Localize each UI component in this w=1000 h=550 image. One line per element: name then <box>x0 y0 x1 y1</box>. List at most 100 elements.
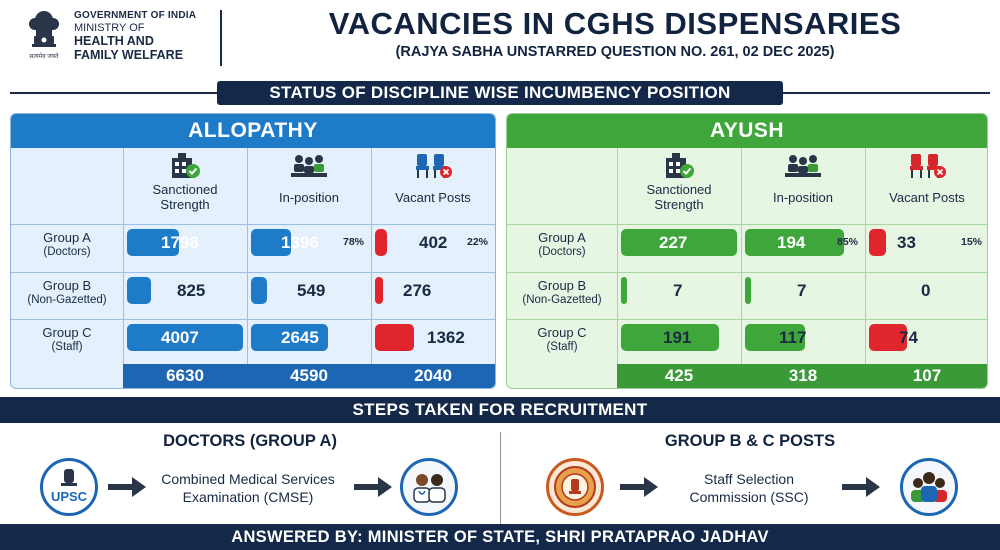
allopathy-grid: Sanctioned Strength In-position Vacant P… <box>11 148 495 388</box>
bar-cell-vacant: 1362 <box>375 324 491 351</box>
bar-fill <box>745 229 844 256</box>
staff-at-desk-icon <box>291 155 327 177</box>
row-label-group-a: Group A (Doctors) <box>507 230 617 260</box>
ayush-title: AYUSH <box>507 114 987 148</box>
column-header-vacant: Vacant Posts <box>865 152 987 222</box>
footer-answered-by: ANSWERED BY: MINISTER OF STATE, SHRI PRA… <box>0 524 1000 550</box>
groupbc-step-title: GROUP B & C POSTS <box>664 432 836 450</box>
bar-cell-sanctioned: 4007 <box>127 324 243 351</box>
upsc-emblem-graphic: UPSC <box>51 469 88 504</box>
ministry-line-1: GOVERNMENT OF INDIA <box>74 10 197 21</box>
divider <box>617 148 618 388</box>
vacant-label: Vacant Posts <box>889 190 965 205</box>
column-header-in-position: In-position <box>247 152 371 222</box>
bar-cell-in-position: 1396 78% <box>251 229 367 256</box>
bar-value: 1396 <box>281 233 319 252</box>
row-label-main: Group C <box>42 325 92 340</box>
bar-cell-sanctioned: 191 <box>621 324 737 351</box>
bar-fill <box>375 277 383 304</box>
row-label-main: Group A <box>538 230 586 245</box>
bar-fill <box>869 229 886 256</box>
bar-value: 549 <box>297 281 326 300</box>
bar-value: 191 <box>663 328 692 347</box>
divider <box>11 224 495 225</box>
sanctioned-label-1: Sanctioned <box>646 182 712 197</box>
ssc-line-1: Staff Selection <box>703 471 795 487</box>
bar-fill <box>621 229 737 256</box>
bar-percent: 85% <box>836 236 858 248</box>
bar-cell-in-position: 117 <box>745 324 861 351</box>
recruitment-banner: STEPS TAKEN FOR RECRUITMENT <box>0 397 1000 423</box>
divider <box>507 319 987 320</box>
ayush-totals-row: 425 318 107 <box>617 364 987 388</box>
ssc-logo-graphic <box>554 466 596 508</box>
bar-cell-vacant: 74 <box>869 324 985 351</box>
bar-fill <box>745 324 805 351</box>
bar-value: 276 <box>403 281 432 300</box>
arrow-right-icon <box>354 477 392 497</box>
allopathy-panel: ALLOPATHY Sanctioned Strength <box>10 113 496 389</box>
bar-value: 227 <box>659 233 688 252</box>
bar-value: 825 <box>177 281 206 300</box>
arrow-right-icon <box>842 477 880 497</box>
doctors-step-title: DOCTORS (GROUP A) <box>163 432 337 450</box>
bar-fill <box>869 324 907 351</box>
total-in-position: 4590 <box>290 366 328 385</box>
row-label-group-c: Group C (Staff) <box>11 325 123 355</box>
total-sanctioned: 6630 <box>166 366 204 385</box>
empty-chairs-icon <box>910 154 946 178</box>
hospital-check-icon <box>666 153 694 178</box>
page-title: VACANCIES IN CGHS DISPENSARIES <box>328 6 902 41</box>
staff-group-graphic <box>911 472 947 502</box>
divider <box>865 148 866 388</box>
column-header-sanctioned: Sanctioned Strength <box>617 152 741 222</box>
divider <box>741 148 742 388</box>
vacant-label: Vacant Posts <box>395 190 471 205</box>
bar-value: 33 <box>897 233 916 252</box>
row-label-group-b: Group B (Non-Gazetted) <box>11 278 123 308</box>
allopathy-totals-row: 6630 4590 2040 <box>123 364 495 388</box>
divider <box>507 224 987 225</box>
divider <box>11 272 495 273</box>
bar-fill <box>621 277 627 304</box>
bar-cell-sanctioned: 1798 <box>127 229 243 256</box>
column-header-sanctioned: Sanctioned Strength <box>123 152 247 222</box>
bar-fill <box>375 229 387 256</box>
row-label-main: Group A <box>43 230 91 245</box>
cmse-line-1: Combined Medical Services <box>161 471 335 487</box>
bar-fill <box>745 277 751 304</box>
total-sanctioned: 425 <box>664 366 694 385</box>
row-label-main: Group B <box>537 278 587 293</box>
divider <box>507 272 987 273</box>
ssc-step: Staff Selection Commission (SSC) <box>664 470 834 506</box>
bar-cell-vacant: 402 22% <box>375 229 491 256</box>
bar-fill <box>251 324 328 351</box>
row-label-main: Group B <box>42 278 92 293</box>
staff-group-icon <box>900 458 958 516</box>
ayush-panel: AYUSH Sanctioned Strength <box>506 113 988 389</box>
bar-fill <box>127 324 243 351</box>
bar-percent: 78% <box>342 236 364 248</box>
national-emblem-icon: सत्यमेव जयते <box>29 11 59 60</box>
bar-cell-vacant: 0 <box>869 277 985 304</box>
ministry-line-4: FAMILY WELFARE <box>74 48 184 62</box>
bar-cell-sanctioned: 227 <box>621 229 737 256</box>
bar-fill <box>375 324 414 351</box>
arrow-right-icon <box>108 477 146 497</box>
staff-at-desk-icon <box>785 155 821 177</box>
ministry-block: GOVERNMENT OF INDIA MINISTRY OF HEALTH A… <box>74 10 196 62</box>
bar-fill <box>127 229 179 256</box>
bar-fill <box>127 277 151 304</box>
divider <box>11 319 495 320</box>
row-label-group-c: Group C (Staff) <box>507 325 617 355</box>
divider <box>371 148 372 388</box>
empty-chairs-icon <box>416 154 452 178</box>
header-divider <box>220 10 222 66</box>
bar-percent: 15% <box>960 236 982 248</box>
ministry-line-2: MINISTRY OF <box>74 22 145 34</box>
row-label-main: Group C <box>537 325 587 340</box>
bar-value: 1362 <box>427 328 465 347</box>
cmse-line-2: Examination (CMSE) <box>182 489 314 505</box>
total-vacant: 107 <box>912 366 942 385</box>
bar-cell-sanctioned: 825 <box>127 277 243 304</box>
